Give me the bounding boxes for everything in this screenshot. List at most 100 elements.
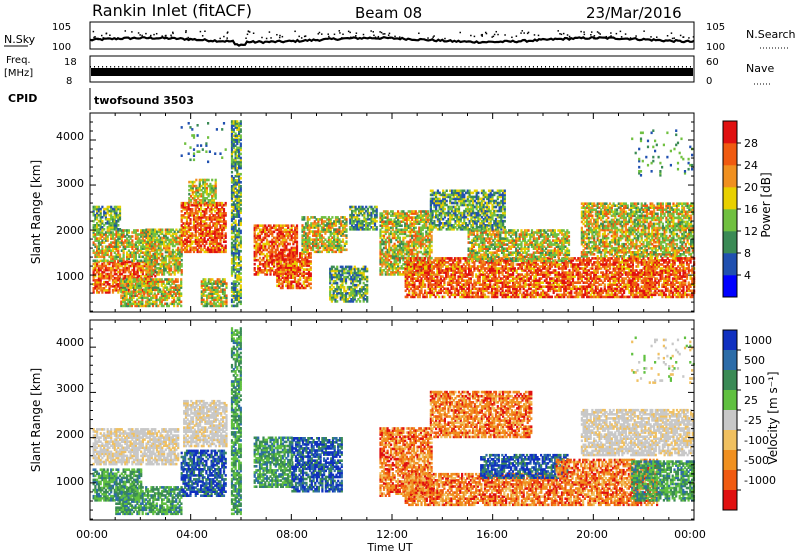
range-cell (239, 189, 242, 192)
range-cell (274, 248, 277, 252)
range-cell (317, 224, 320, 227)
range-cell (125, 282, 128, 285)
range-cell (230, 288, 234, 291)
range-cell (224, 246, 227, 250)
range-cell (324, 232, 327, 235)
range-cell (127, 241, 130, 244)
range-cell (398, 230, 401, 234)
range-cell (178, 284, 181, 287)
range-cell (143, 235, 146, 238)
freq-dot (508, 66, 510, 68)
range-cell (155, 282, 158, 285)
range-cell (198, 178, 201, 182)
range-cell (258, 244, 262, 248)
range-cell (194, 203, 197, 207)
range-cell (168, 260, 171, 264)
range-cell (96, 226, 99, 229)
range-cell (283, 234, 286, 238)
range-cell (101, 235, 104, 238)
freq-dot (609, 66, 611, 68)
range-cell (207, 203, 210, 207)
range-cell (269, 258, 272, 262)
range-cell (290, 282, 293, 286)
range-cell (217, 232, 220, 235)
range-cell (285, 260, 288, 263)
range-cell (230, 225, 234, 229)
range-cell (200, 246, 203, 250)
range-cell (295, 272, 298, 275)
range-cell (147, 265, 150, 268)
range-cell (402, 228, 405, 232)
range-cell (141, 298, 144, 302)
range-cell (201, 240, 204, 243)
range-cell (120, 278, 123, 281)
range-cell (309, 282, 312, 286)
range-cell (364, 269, 367, 273)
range-cell (211, 286, 214, 289)
range-cell (120, 233, 123, 236)
range-cell (188, 180, 191, 184)
range-cell (299, 260, 302, 263)
range-cell (124, 239, 127, 242)
range-cell (255, 252, 258, 256)
range-cell (214, 197, 217, 200)
range-cell (164, 254, 167, 258)
range-cell (202, 186, 205, 190)
range-cell (215, 242, 218, 245)
range-cell (134, 280, 137, 283)
range-cell (313, 244, 316, 248)
range-cell (265, 273, 269, 276)
range-cell (180, 216, 183, 219)
range-cell (397, 230, 400, 234)
range-cell (120, 284, 123, 287)
range-cell (125, 294, 128, 297)
range-cell (276, 272, 279, 275)
range-cell (145, 276, 148, 280)
range-cell (215, 220, 218, 223)
range-cell (404, 246, 407, 250)
range-cell (329, 244, 332, 248)
range-cell (332, 281, 335, 285)
range-cell (239, 260, 242, 263)
range-cell (163, 244, 166, 248)
range-cell (211, 282, 214, 285)
range-cell (274, 256, 277, 260)
range-cell (334, 218, 338, 221)
range-cell (104, 237, 107, 240)
range-cell (332, 269, 335, 273)
range-cell (391, 222, 394, 225)
range-cell (312, 242, 315, 245)
range-cell (110, 251, 113, 254)
range-cell (379, 262, 382, 266)
range-cell (143, 257, 146, 261)
range-cell (99, 224, 102, 227)
range-cell (164, 258, 167, 262)
range-cell (217, 228, 220, 231)
range-cell (185, 246, 189, 250)
range-cell (330, 273, 333, 277)
freq-dot (685, 66, 687, 68)
range-cell (126, 253, 129, 257)
range-cell (103, 270, 106, 274)
range-cell (170, 240, 173, 244)
range-cell (209, 282, 212, 285)
range-cell (283, 224, 286, 227)
range-cell (132, 286, 135, 289)
range-cell (236, 288, 239, 291)
nsearch-dot (185, 30, 187, 32)
range-cell (308, 230, 311, 233)
range-cell (292, 254, 295, 258)
range-cell (341, 248, 345, 252)
range-cell (306, 238, 309, 241)
range-cell (232, 203, 235, 206)
freq-dot (416, 66, 418, 68)
freq-dot (472, 66, 474, 68)
range-cell (221, 234, 224, 237)
range-cell (200, 230, 203, 233)
range-cell (343, 222, 346, 225)
range-cell (203, 208, 206, 211)
range-cell (94, 253, 97, 257)
range-cell (292, 280, 295, 284)
range-cell (356, 228, 359, 231)
range-cell (198, 218, 201, 221)
